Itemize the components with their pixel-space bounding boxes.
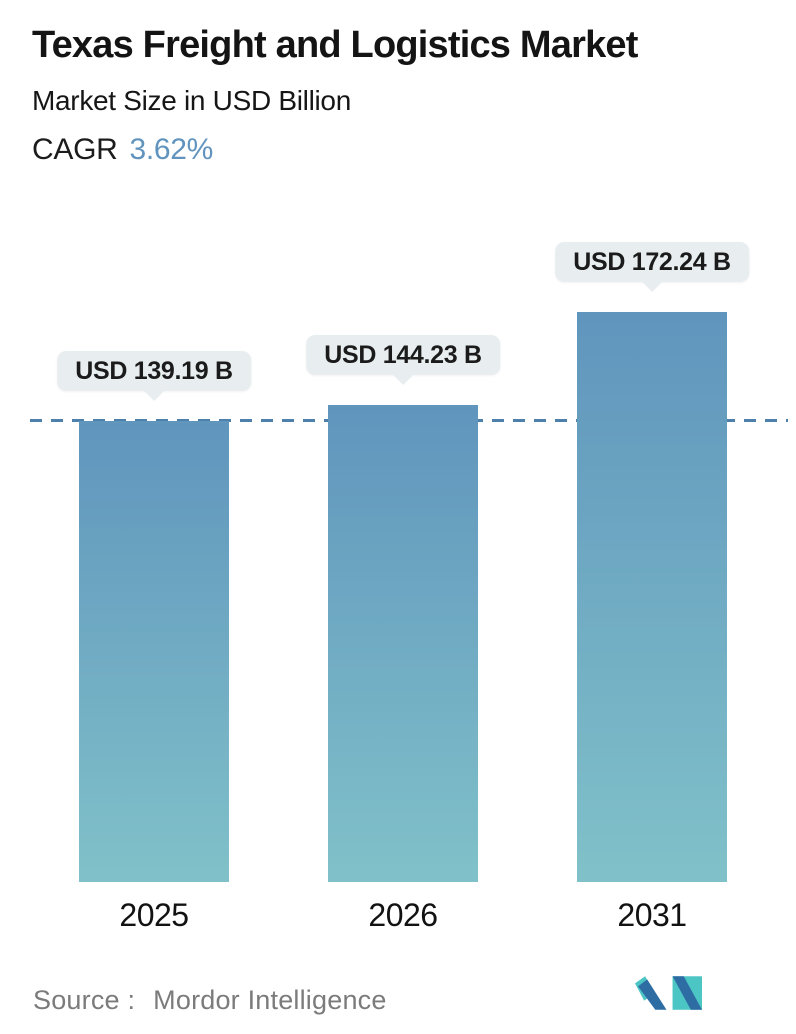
bar-column: USD 172.24 B 2031	[555, 242, 749, 933]
bar-column: USD 144.23 B 2026	[306, 252, 500, 933]
cagr-label: CAGR	[32, 132, 118, 166]
x-axis-label: 2025	[119, 897, 189, 933]
cagr-value: 3.62%	[129, 132, 214, 166]
source-value: Mordor Intelligence	[153, 985, 387, 1015]
x-axis-label: 2031	[617, 897, 687, 933]
value-callout: USD 172.24 B	[555, 242, 749, 292]
page-title: Texas Freight and Logistics Market	[32, 24, 638, 66]
cagr-row: CAGR 3.62%	[32, 133, 638, 167]
callout-pointer	[391, 374, 414, 385]
logo-left-blue-shape	[638, 979, 667, 1010]
bar-column: USD 139.19 B 2025	[57, 252, 251, 933]
callout-pointer	[142, 390, 165, 401]
value-callout: USD 144.23 B	[306, 335, 500, 385]
bar	[79, 421, 229, 882]
chart-header: Texas Freight and Logistics Market Marke…	[32, 24, 638, 167]
bar-chart: USD 139.19 B 2025 USD 144.23 B 2026 USD 172.…	[57, 242, 749, 933]
source-label: Source :	[33, 985, 136, 1015]
chart-footer: Source : Mordor Intelligence	[33, 976, 764, 1022]
mordor-intelligence-logo	[635, 976, 702, 1010]
bar	[577, 312, 727, 882]
source-text: Source : Mordor Intelligence	[33, 985, 387, 1015]
bar	[328, 405, 478, 882]
x-axis-label: 2026	[368, 897, 438, 933]
callout-pointer	[640, 281, 663, 292]
chart-subtitle: Market Size in USD Billion	[32, 84, 351, 116]
value-callout: USD 139.19 B	[57, 351, 251, 401]
logo-right-blue-shape	[672, 976, 702, 1010]
